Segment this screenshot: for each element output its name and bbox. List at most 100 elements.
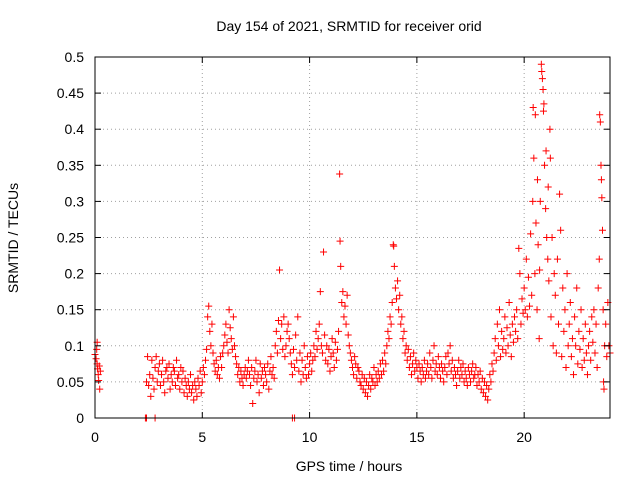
data-point xyxy=(312,327,320,335)
data-point xyxy=(495,306,503,314)
data-point xyxy=(316,288,324,296)
data-point xyxy=(297,378,305,386)
data-point xyxy=(205,302,213,310)
data-point xyxy=(483,382,491,390)
data-point xyxy=(402,342,410,350)
data-point xyxy=(338,298,346,306)
data-point xyxy=(598,226,606,234)
data-point xyxy=(528,291,536,299)
data-point xyxy=(568,335,576,343)
data-point xyxy=(577,306,585,314)
data-point xyxy=(513,306,521,314)
data-point xyxy=(517,320,525,328)
data-point xyxy=(562,363,570,371)
data-point xyxy=(470,374,478,382)
data-point xyxy=(173,356,181,364)
data-point xyxy=(447,367,455,375)
data-point xyxy=(152,353,160,361)
data-point xyxy=(148,356,156,364)
data-point xyxy=(211,367,219,375)
data-point xyxy=(546,154,554,162)
data-point xyxy=(526,302,534,310)
data-point xyxy=(370,363,378,371)
data-point xyxy=(463,382,471,390)
data-point xyxy=(512,327,520,335)
data-point xyxy=(234,371,242,379)
data-point xyxy=(368,374,376,382)
data-point xyxy=(255,389,263,397)
data-point xyxy=(438,360,446,368)
data-point xyxy=(538,67,546,75)
data-point xyxy=(514,335,522,343)
data-point xyxy=(307,349,315,357)
data-point xyxy=(311,353,319,361)
data-point xyxy=(589,338,597,346)
data-point xyxy=(203,345,211,353)
data-point xyxy=(325,345,333,353)
data-point xyxy=(217,353,225,361)
data-point xyxy=(274,317,282,325)
data-point xyxy=(550,270,558,278)
data-point xyxy=(158,371,166,379)
data-point xyxy=(161,389,169,397)
data-point xyxy=(556,190,564,198)
data-point xyxy=(560,327,568,335)
y-tick-label: 0.4 xyxy=(65,121,85,137)
data-point xyxy=(474,371,482,379)
data-point xyxy=(450,363,458,371)
data-point xyxy=(344,331,352,339)
data-point xyxy=(169,363,177,371)
data-point xyxy=(547,313,555,321)
data-point xyxy=(241,363,249,371)
data-point xyxy=(279,345,287,353)
data-point xyxy=(596,111,604,119)
data-point xyxy=(154,367,162,375)
data-point xyxy=(412,356,420,364)
data-point xyxy=(159,356,167,364)
data-point xyxy=(341,302,349,310)
data-point xyxy=(227,335,235,343)
data-point xyxy=(532,219,540,227)
data-point xyxy=(262,371,270,379)
data-point xyxy=(270,374,278,382)
y-tick-label: 0.35 xyxy=(57,157,84,173)
data-point xyxy=(355,367,363,375)
data-point xyxy=(578,363,586,371)
data-point xyxy=(175,371,183,379)
data-point xyxy=(194,374,202,382)
data-point xyxy=(458,371,466,379)
data-point xyxy=(191,378,199,386)
data-point xyxy=(212,356,220,364)
data-point xyxy=(502,349,510,357)
data-point xyxy=(342,320,350,328)
data-point xyxy=(265,385,273,393)
data-point xyxy=(259,382,267,390)
data-point xyxy=(523,313,531,321)
data-point xyxy=(337,262,345,270)
data-point xyxy=(394,277,402,285)
data-point xyxy=(168,378,176,386)
data-point xyxy=(346,349,354,357)
data-point xyxy=(150,385,158,393)
data-point xyxy=(444,349,452,357)
data-point xyxy=(371,382,379,390)
data-point xyxy=(459,360,467,368)
data-point xyxy=(271,342,279,350)
data-point xyxy=(292,331,300,339)
data-point xyxy=(570,371,578,379)
data-point xyxy=(488,360,496,368)
data-point xyxy=(595,255,603,263)
data-point xyxy=(254,371,262,379)
data-point xyxy=(218,363,226,371)
data-point xyxy=(151,363,159,371)
data-point xyxy=(387,320,395,328)
data-point xyxy=(300,342,308,350)
data-point xyxy=(200,371,208,379)
data-point xyxy=(145,382,153,390)
data-point xyxy=(352,360,360,368)
data-point xyxy=(276,266,284,274)
data-point xyxy=(430,342,438,350)
y-tick-label: 0.45 xyxy=(57,85,84,101)
data-point xyxy=(195,382,203,390)
data-point xyxy=(222,320,230,328)
